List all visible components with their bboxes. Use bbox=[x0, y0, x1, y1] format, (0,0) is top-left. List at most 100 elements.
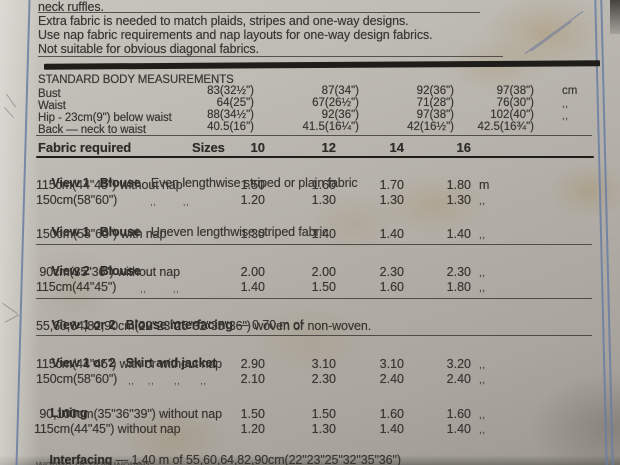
pencil-mark bbox=[2, 302, 18, 315]
ditto-marks: ,, ,, bbox=[150, 197, 190, 208]
cell: 1.30 bbox=[379, 193, 404, 207]
cell: 2.00 bbox=[311, 265, 336, 279]
note-line: neck ruffles. bbox=[38, 0, 104, 14]
section-heading: View 1 or 2 Blouse interfacing — 0.70 m … bbox=[38, 304, 304, 346]
rule bbox=[38, 55, 503, 57]
cell: 2.90 bbox=[240, 357, 265, 371]
cell: 1.60 bbox=[446, 407, 471, 421]
heavy-rule bbox=[43, 60, 601, 70]
cell: 1.20 bbox=[240, 193, 265, 207]
row-label: 150cm(58"60") with nap bbox=[36, 227, 167, 241]
pen-mark bbox=[530, 21, 572, 52]
cell: 2.30 bbox=[446, 265, 471, 279]
rule bbox=[38, 11, 480, 13]
cell: 1.60 bbox=[379, 407, 404, 421]
row-label: 115cm(44"45") without nap bbox=[36, 178, 183, 192]
cell: 1.30 bbox=[311, 422, 336, 436]
cell: 2.30 bbox=[311, 372, 336, 386]
cell: 2.40 bbox=[446, 372, 471, 386]
pencil-mark bbox=[4, 314, 20, 323]
unit-cell: ,, bbox=[479, 283, 486, 294]
measurements-title: STANDARD BODY MEASUREMENTS bbox=[38, 74, 234, 86]
section-subtitle: — 1.40 m of 55,60,64,82,90cm(22"23"25"32… bbox=[112, 453, 401, 465]
row-label: 115cm(44"45") bbox=[36, 280, 117, 294]
section-text: 55,60,64,82,90cm(22"23"25"32"35"36") wov… bbox=[36, 319, 372, 333]
cell: 2.10 bbox=[240, 372, 265, 386]
section-heading: Lining bbox=[37, 392, 88, 434]
measurement-value: 87(34") bbox=[321, 85, 359, 97]
cell: 1.40 bbox=[446, 422, 471, 436]
measurement-value: 88(34½") bbox=[207, 109, 254, 121]
section-heading: Interfacing — 1.40 m of 55,60,64,82,90cm… bbox=[36, 439, 401, 465]
pencil-mark bbox=[6, 93, 16, 108]
unit-cell: ,, bbox=[479, 196, 486, 207]
measurement-value: 92(36") bbox=[416, 85, 454, 97]
cell: 1.60 bbox=[311, 178, 336, 192]
measurement-value: 102(40") bbox=[490, 109, 534, 121]
measurement-value: 40.5(16") bbox=[207, 121, 254, 133]
cell: 1.70 bbox=[379, 178, 404, 192]
cell: 1.80 bbox=[446, 178, 471, 192]
note-line: Extra fabric is needed to match plaids, … bbox=[38, 14, 409, 28]
cell: 1.30 bbox=[240, 227, 265, 241]
section-title: Lining bbox=[50, 406, 88, 420]
section-heading: View 1 or 2 Skirt and jacket bbox=[38, 342, 217, 384]
row-label: 150cm(58"60") bbox=[36, 372, 118, 386]
section-title: View 1 or 2 Skirt and jacket bbox=[51, 356, 217, 370]
cell: 3.20 bbox=[446, 357, 471, 371]
measurement-value: 83(32½") bbox=[207, 85, 254, 97]
section-title: Interfacing bbox=[49, 453, 113, 465]
measurement-label: Hip - 23cm(9") below waist bbox=[38, 112, 172, 124]
unit-cell: ,, bbox=[479, 410, 486, 421]
measurement-unit: cm bbox=[562, 85, 578, 97]
unit-cell: ,, bbox=[479, 375, 486, 386]
section-heading: View 1 Blouse Uneven lengthwise striped … bbox=[38, 211, 329, 253]
measurement-unit: ,, bbox=[562, 99, 569, 110]
section-heading: View 1 Blouse Even lengthwise striped or… bbox=[38, 162, 358, 204]
section-heading: View 2 Blouse bbox=[38, 250, 141, 292]
cell: 3.10 bbox=[379, 357, 404, 371]
measurement-value: 67(26½") bbox=[312, 97, 359, 109]
note-line: Not suitable for obvious diagonal fabric… bbox=[38, 42, 259, 56]
measurement-value: 76(30") bbox=[496, 97, 534, 109]
cell: 1.50 bbox=[311, 280, 336, 294]
section-title: View 1 or 2 Blouse interfacing bbox=[51, 318, 233, 332]
cell: 1.30 bbox=[446, 193, 471, 207]
rule bbox=[36, 297, 592, 299]
photo-edge-smudge bbox=[610, 0, 620, 34]
measurement-value: 92(36") bbox=[321, 109, 359, 121]
unit-cell: m bbox=[479, 178, 490, 192]
unit-cell: ,, bbox=[479, 230, 486, 241]
unit-cell: ,, bbox=[479, 360, 486, 371]
measurement-value: 97(38") bbox=[416, 109, 454, 121]
size-col-header: 16 bbox=[456, 140, 471, 155]
table-title: Fabric required bbox=[38, 140, 132, 155]
measurement-value: 41.5(16¼") bbox=[302, 121, 359, 133]
cell: 1.40 bbox=[240, 280, 265, 294]
row-label: 115cm(44"45") without nap bbox=[34, 422, 181, 436]
row-label: 90cm(35"36") without nap bbox=[36, 265, 180, 279]
sizes-label: Sizes bbox=[192, 140, 225, 155]
measurement-label: Back — neck to waist bbox=[38, 124, 146, 136]
section-title: View 1 Blouse bbox=[51, 225, 141, 239]
right-margin-line-outer bbox=[600, 0, 614, 465]
size-col-header: 10 bbox=[250, 140, 265, 155]
left-margin-line bbox=[15, 0, 31, 465]
section-subtitle: Even lengthwise striped or plain fabric bbox=[150, 176, 358, 190]
cell: 2.00 bbox=[240, 265, 265, 279]
cell: 1.40 bbox=[311, 227, 336, 241]
rule bbox=[36, 335, 592, 337]
measurement-value: 42(16½") bbox=[407, 121, 454, 133]
measurement-value: 71(28") bbox=[416, 97, 454, 109]
size-col-header: 14 bbox=[389, 140, 404, 155]
cell: 1.60 bbox=[379, 280, 404, 294]
section-title: View 1 Blouse bbox=[51, 176, 141, 190]
cell: 1.80 bbox=[446, 280, 471, 294]
cell: 3.10 bbox=[311, 357, 336, 371]
rule bbox=[36, 244, 592, 246]
measurement-unit: ,, bbox=[562, 111, 569, 122]
cell: 1.40 bbox=[379, 422, 404, 436]
row-label: 90,100cm(35"36"39") without nap bbox=[36, 407, 222, 421]
section-text-cutoff: woven or non-woven. bbox=[36, 458, 153, 465]
cell: 2.40 bbox=[379, 372, 404, 386]
